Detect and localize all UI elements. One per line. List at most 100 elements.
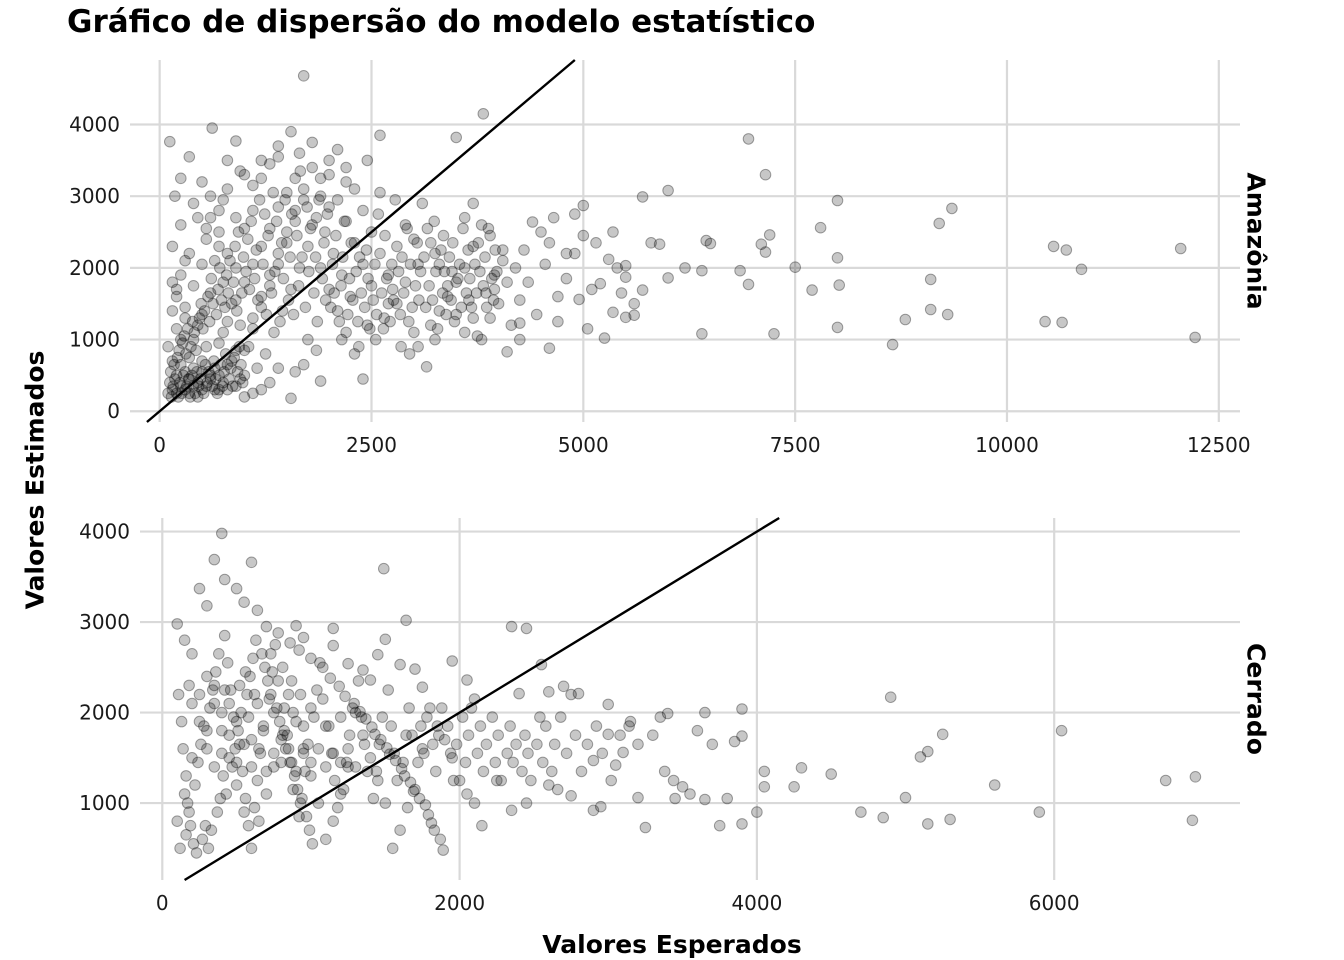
data-point: [170, 323, 183, 335]
data-point: [428, 215, 441, 228]
data-point: [331, 194, 344, 206]
data-point: [204, 287, 217, 299]
data-point: [314, 657, 326, 669]
data-point: [217, 376, 229, 389]
data-point: [340, 756, 353, 769]
data-point: [684, 788, 696, 800]
data-point: [540, 720, 552, 732]
data-point: [320, 720, 332, 732]
data-point: [382, 269, 395, 281]
data-point: [216, 724, 228, 737]
data-point: [338, 215, 351, 228]
data-point: [255, 290, 268, 303]
data-point: [317, 661, 329, 674]
data-point: [317, 693, 329, 705]
data-point: [886, 338, 899, 351]
data-point: [374, 186, 386, 199]
data-point: [297, 183, 310, 195]
data-point: [354, 705, 366, 718]
data-point: [223, 697, 235, 710]
data-point: [531, 738, 543, 751]
data-point: [256, 648, 268, 660]
data-point: [310, 344, 323, 357]
data-point: [217, 326, 229, 339]
data-point: [331, 143, 344, 156]
data-point: [409, 663, 421, 675]
data-point: [238, 369, 251, 382]
data-point: [290, 765, 302, 778]
data-point: [217, 194, 229, 206]
data-point: [278, 724, 291, 737]
data-point: [534, 711, 546, 723]
data-point: [264, 280, 276, 292]
data-point: [300, 810, 313, 823]
data-point: [477, 108, 490, 120]
data-point: [378, 312, 391, 324]
data-point: [409, 280, 422, 292]
grid-lines: [140, 518, 1240, 880]
data-point: [509, 262, 522, 274]
data-point: [179, 366, 191, 378]
data-point: [619, 271, 632, 284]
data-point: [364, 752, 377, 764]
data-point: [421, 711, 433, 723]
data-point: [795, 762, 808, 774]
data-point: [279, 194, 291, 206]
data-point: [183, 151, 196, 163]
data-point: [662, 184, 674, 197]
data-point: [619, 259, 632, 272]
data-point: [164, 366, 177, 378]
data-point: [413, 792, 426, 805]
data-point: [423, 280, 435, 292]
data-point: [214, 792, 227, 805]
data-point: [230, 135, 242, 147]
data-point: [446, 655, 459, 667]
data-point: [167, 380, 179, 393]
data-point: [543, 342, 556, 355]
data-point: [196, 833, 209, 846]
data-point: [250, 244, 263, 256]
data-point: [242, 233, 254, 245]
data-point: [924, 273, 937, 286]
data-point: [376, 711, 389, 723]
data-point: [242, 711, 255, 723]
data-point: [392, 265, 405, 278]
data-point: [425, 319, 437, 332]
data-point: [370, 765, 383, 778]
data-point: [162, 387, 174, 400]
y-tick-label: 2000: [69, 256, 120, 280]
data-point: [319, 226, 331, 238]
data-point: [190, 344, 202, 357]
data-point: [225, 355, 238, 367]
data-point: [458, 211, 471, 224]
data-point: [180, 829, 192, 841]
data-point: [293, 262, 306, 274]
data-point: [219, 301, 231, 314]
data-point: [590, 720, 603, 732]
data-point: [438, 265, 451, 278]
data-point: [484, 312, 496, 324]
data-point: [736, 730, 748, 742]
data-point: [1189, 771, 1202, 783]
data-point: [206, 122, 218, 134]
data-point: [221, 315, 234, 328]
data-point: [507, 756, 519, 769]
data-point: [310, 211, 323, 224]
data-point: [164, 376, 176, 389]
data-point: [301, 201, 313, 213]
data-point: [833, 279, 846, 291]
data-point: [734, 264, 746, 277]
data-point: [291, 783, 304, 796]
data-point: [379, 797, 392, 809]
data-point: [302, 240, 314, 253]
data-point: [189, 387, 201, 400]
data-point: [355, 287, 368, 299]
data-point: [334, 756, 347, 769]
data-point: [560, 272, 573, 285]
data-point: [831, 251, 844, 264]
data-point: [257, 720, 270, 732]
data-point: [268, 706, 280, 719]
data-point: [170, 283, 183, 296]
data-point: [277, 272, 290, 285]
data-point: [416, 743, 429, 755]
